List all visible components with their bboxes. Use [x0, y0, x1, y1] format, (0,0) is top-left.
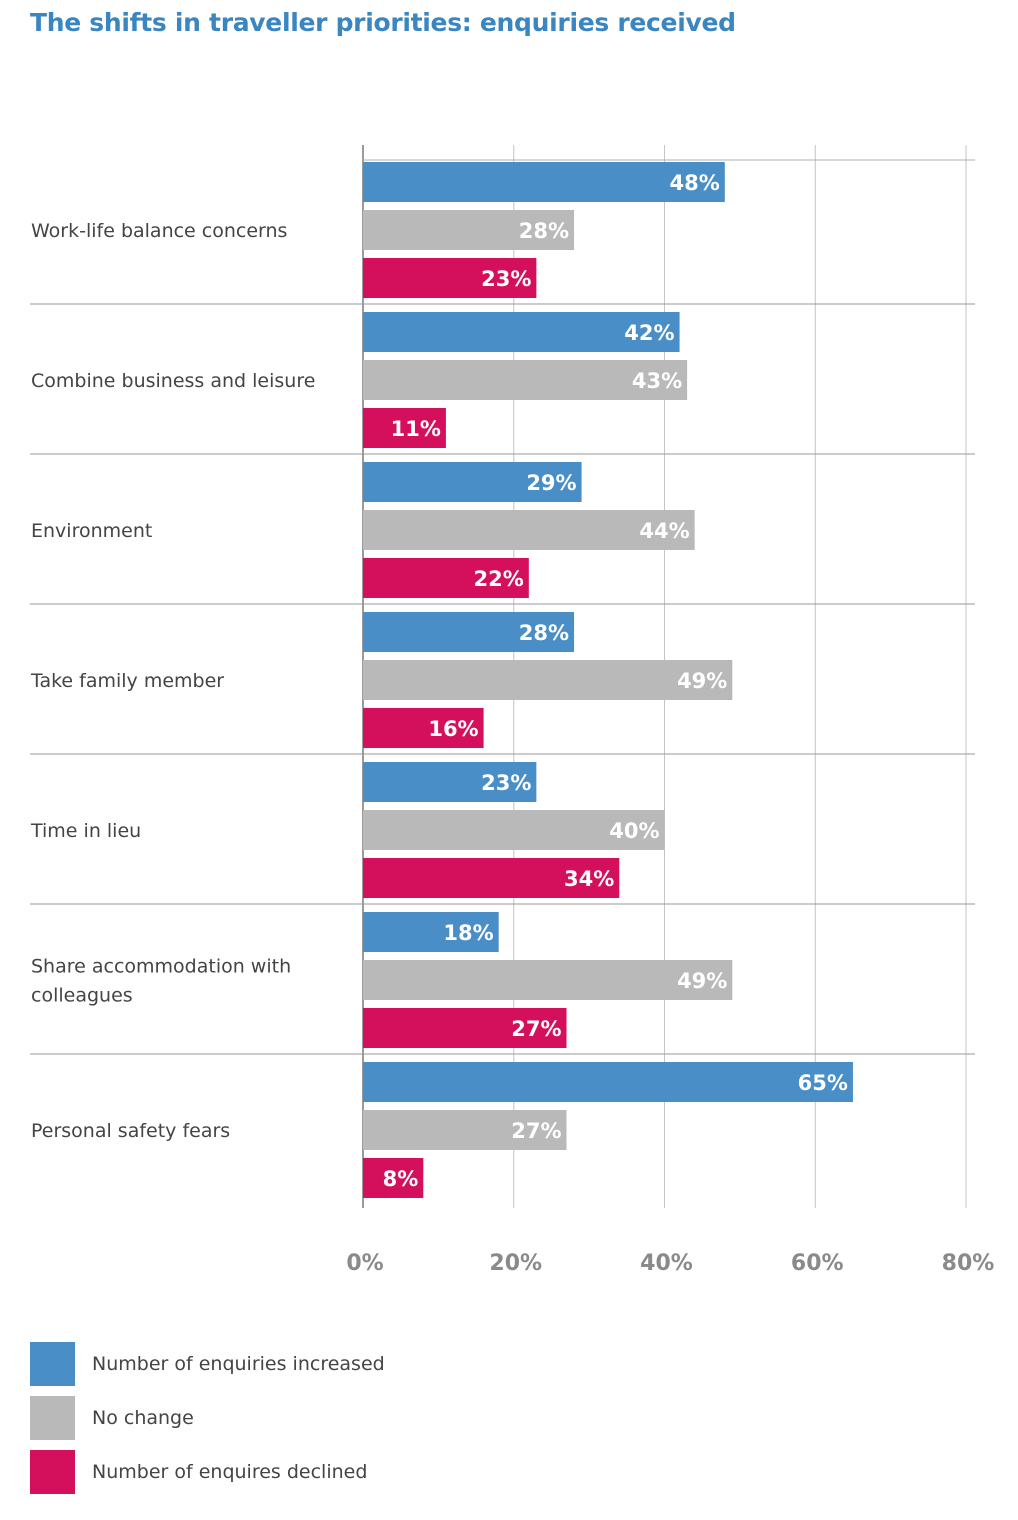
data-label: 43%	[632, 369, 682, 393]
bar	[363, 462, 582, 502]
data-label: 48%	[670, 171, 720, 195]
x-tick-label: 80%	[942, 1251, 995, 1276]
legend-item-increased: Number of enquiries increased	[30, 1342, 385, 1386]
bar	[363, 858, 620, 898]
data-label: 34%	[564, 867, 614, 891]
legend-label-increased: Number of enquiries increased	[92, 1353, 385, 1375]
bar	[363, 558, 529, 598]
data-label: 16%	[428, 717, 478, 741]
category-label: Combine business and leisure	[31, 370, 315, 392]
bar	[363, 1158, 424, 1198]
bar	[363, 408, 446, 448]
data-label: 23%	[481, 267, 531, 291]
bar	[363, 210, 575, 250]
data-label: 42%	[624, 321, 674, 345]
bar	[363, 912, 499, 952]
x-tick-label: 60%	[791, 1251, 844, 1276]
x-tick-label: 20%	[489, 1251, 542, 1276]
bar	[363, 762, 537, 802]
bar	[363, 612, 575, 652]
bar-chart: Work-life balance concerns 48% 28% 23% Combi…	[30, 145, 995, 1276]
legend: Number of enquiries increased No change …	[30, 1342, 385, 1504]
bar	[363, 258, 537, 298]
category-label: Take family member	[30, 670, 224, 692]
data-label: 23%	[481, 771, 531, 795]
data-label: 8%	[383, 1167, 419, 1191]
legend-swatch-declined	[30, 1450, 75, 1494]
category-label: Personal safety fears	[31, 1120, 230, 1142]
bar	[363, 312, 680, 352]
legend-item-declined: Number of enquires declined	[30, 1450, 385, 1494]
category-label: Share accommodation with colleagues	[31, 956, 291, 1007]
data-label: 28%	[519, 219, 569, 243]
legend-label-declined: Number of enquires declined	[92, 1461, 368, 1483]
bar	[363, 510, 695, 550]
data-label: 40%	[609, 819, 659, 843]
legend-swatch-increased	[30, 1342, 75, 1386]
data-label: 27%	[511, 1119, 561, 1143]
bar	[363, 1008, 567, 1048]
data-label: 49%	[677, 969, 727, 993]
data-label: 27%	[511, 1017, 561, 1041]
data-label: 11%	[391, 417, 441, 441]
data-label: 28%	[519, 621, 569, 645]
x-tick-label: 0%	[346, 1251, 383, 1276]
bar	[363, 810, 665, 850]
data-label: 49%	[677, 669, 727, 693]
bar	[363, 1062, 853, 1102]
category-label: Time in lieu	[30, 820, 141, 842]
bar	[363, 360, 688, 400]
legend-swatch-no-change	[30, 1396, 75, 1440]
legend-item-no-change: No change	[30, 1396, 385, 1440]
category-label: Work-life balance concerns	[31, 220, 287, 242]
bar	[363, 708, 484, 748]
data-label: 29%	[526, 471, 576, 495]
bar	[363, 960, 733, 1000]
bar	[363, 660, 733, 700]
data-label: 65%	[798, 1071, 848, 1095]
bar	[363, 1110, 567, 1150]
x-tick-label: 40%	[640, 1251, 693, 1276]
data-label: 18%	[443, 921, 493, 945]
data-label: 44%	[639, 519, 689, 543]
legend-label-no-change: No change	[92, 1407, 194, 1429]
category-label: Environment	[31, 520, 152, 542]
chart-title: The shifts in traveller priorities: enqu…	[30, 8, 736, 37]
data-label: 22%	[474, 567, 524, 591]
bar	[363, 162, 725, 202]
